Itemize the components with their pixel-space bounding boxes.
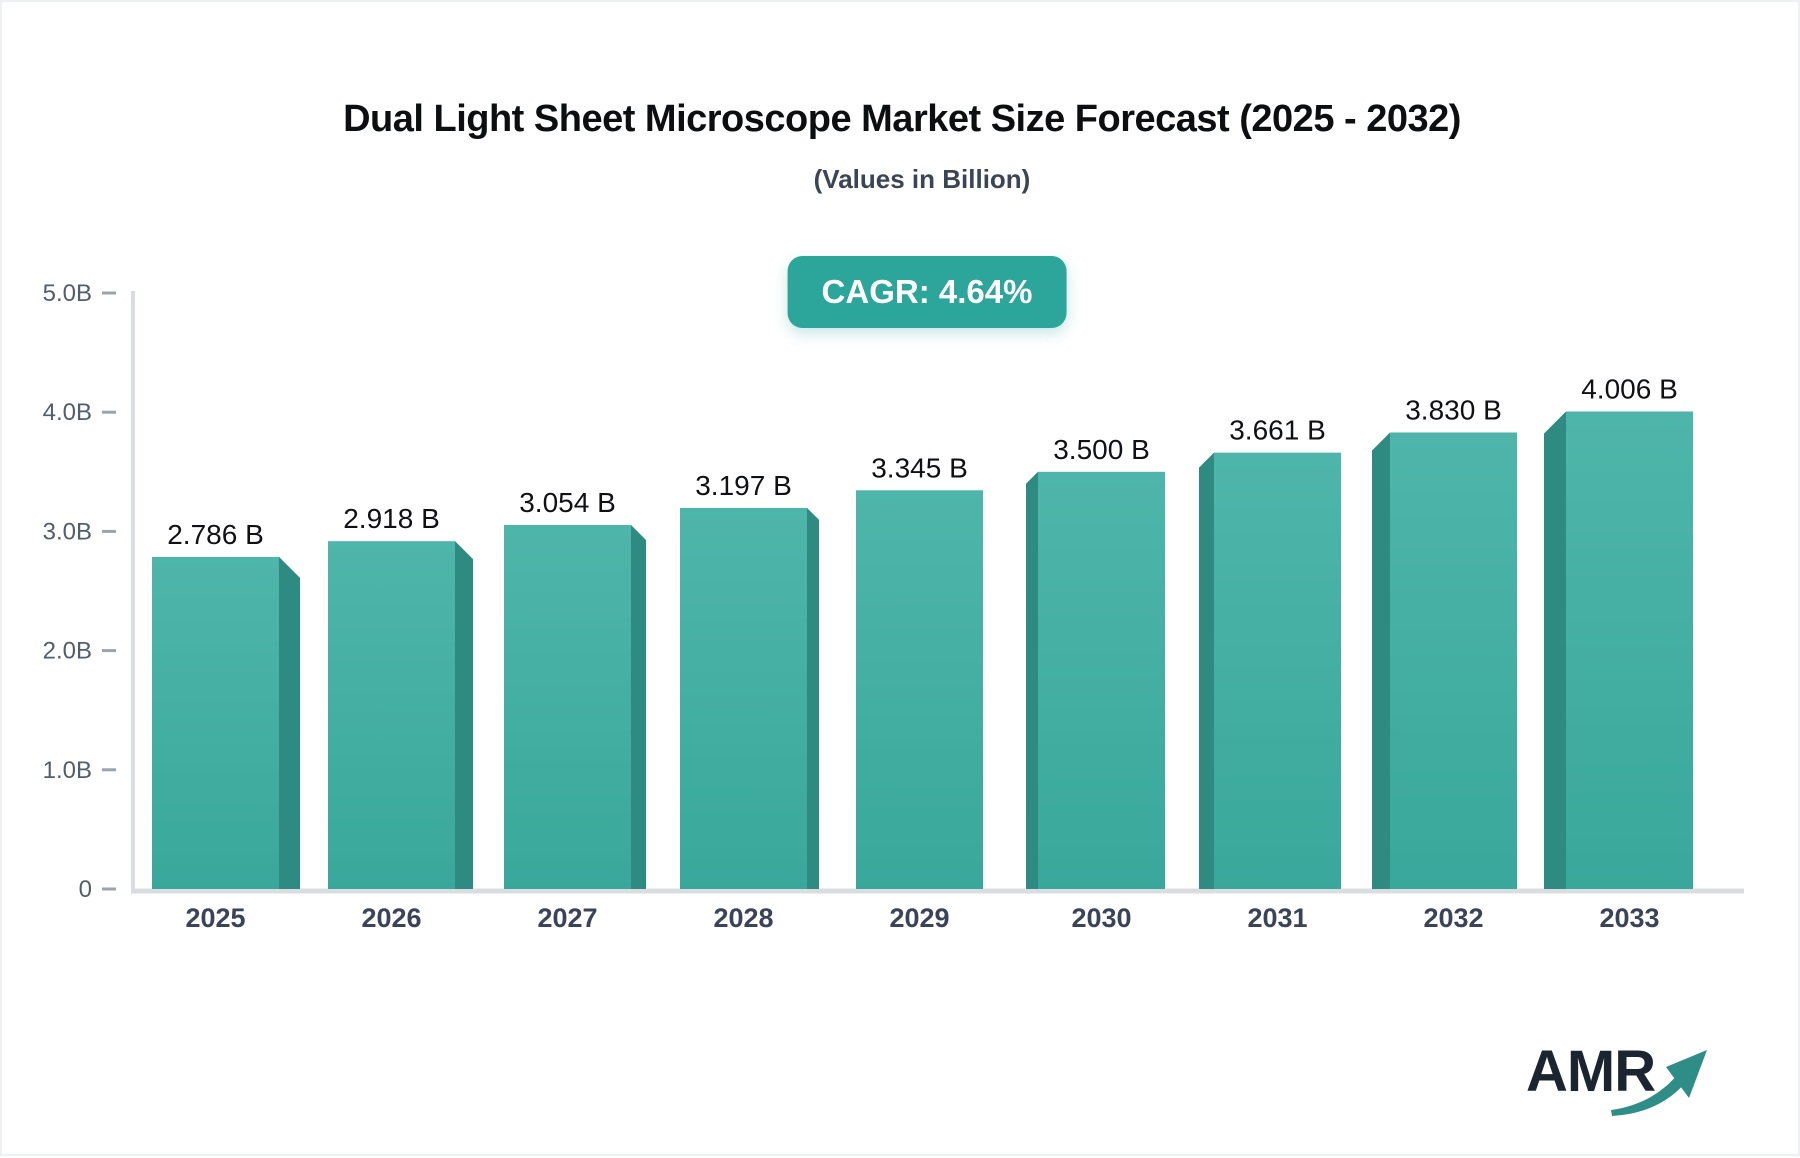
cagr-badge-label: CAGR: 4.64%: [821, 273, 1033, 310]
bar: [856, 490, 983, 889]
bar: [328, 541, 455, 889]
amr-logo: AMR: [1526, 1038, 1726, 1128]
bar-value-label: 4.006 B: [1581, 373, 1678, 404]
y-tick-label: 4.0B: [43, 399, 92, 426]
bar-side-face: [1372, 432, 1390, 889]
growth-arrow-icon: [1611, 1050, 1707, 1116]
x-tick-label: 2031: [1247, 903, 1307, 933]
bar: [152, 556, 279, 889]
bar-side-face: [631, 524, 646, 889]
bar-value-label: 3.661 B: [1229, 415, 1326, 446]
bar-value-label: 3.197 B: [695, 470, 792, 501]
x-tick-label: 2029: [889, 903, 949, 933]
bar: [1214, 452, 1341, 889]
x-tick-label: 2032: [1423, 903, 1483, 933]
bar-side-face: [279, 556, 300, 889]
y-tick-label: 5.0B: [43, 280, 92, 307]
chart-subtitle: (Values in Billion): [813, 164, 1031, 194]
cagr-badge: CAGR: 4.64%: [787, 256, 1067, 328]
bar: [1566, 411, 1693, 889]
y-tick-label: 0: [79, 876, 92, 903]
bar-side-face: [807, 507, 819, 889]
bar-side-face: [1199, 452, 1214, 889]
chart-title: Dual Light Sheet Microscope Market Size …: [343, 98, 1461, 140]
y-tick-label: 2.0B: [43, 638, 92, 665]
bar-value-label: 2.918 B: [343, 503, 440, 534]
bar-side-face: [455, 541, 473, 889]
x-tick-label: 2030: [1071, 903, 1131, 933]
bar-value-label: 3.054 B: [519, 487, 616, 518]
bar: [1390, 432, 1517, 889]
y-tick-label: 1.0B: [43, 757, 92, 784]
x-tick-label: 2027: [537, 903, 597, 933]
x-tick-label: 2025: [185, 903, 245, 933]
bar: [1038, 471, 1165, 889]
x-tick-label: 2028: [713, 903, 773, 933]
amr-logo-text: AMR: [1526, 1039, 1656, 1104]
bar: [680, 507, 807, 889]
bar-value-label: 3.830 B: [1405, 394, 1502, 425]
bar-value-label: 3.345 B: [871, 452, 968, 483]
y-tick-label: 3.0B: [43, 518, 92, 545]
bar: [504, 524, 631, 889]
bar-value-label: 3.500 B: [1053, 434, 1150, 465]
x-tick-label: 2026: [361, 903, 421, 933]
bar-side-face: [1026, 471, 1038, 889]
x-tick-label: 2033: [1599, 903, 1659, 933]
bar-value-label: 2.786 B: [167, 519, 264, 550]
bar-side-face: [1544, 411, 1566, 889]
